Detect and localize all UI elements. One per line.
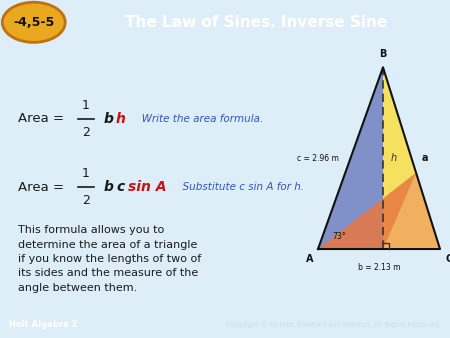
Text: This formula allows you to
determine the area of a triangle
if you know the leng: This formula allows you to determine the…: [18, 225, 201, 293]
Text: 2: 2: [82, 194, 90, 207]
Text: Area =: Area =: [18, 180, 68, 194]
Text: c = 2.96 m: c = 2.96 m: [297, 154, 338, 163]
Text: b: b: [104, 180, 114, 194]
Text: h: h: [116, 112, 126, 126]
Text: 1: 1: [82, 167, 90, 180]
Text: 2: 2: [82, 126, 90, 139]
Text: Copyright © by Holt, Rinehart and Winston. All Rights Reserved.: Copyright © by Holt, Rinehart and Winsto…: [226, 321, 441, 328]
Text: Holt Algebra 2: Holt Algebra 2: [9, 320, 77, 329]
Polygon shape: [318, 173, 416, 249]
Text: Write the area formula.: Write the area formula.: [132, 114, 263, 124]
Text: A: A: [306, 254, 313, 264]
Text: Area =: Area =: [18, 113, 68, 125]
Polygon shape: [383, 173, 440, 249]
Text: h: h: [391, 153, 397, 163]
Text: 1: 1: [82, 99, 90, 112]
Text: b = 2.13 m: b = 2.13 m: [358, 264, 400, 272]
Text: sin A: sin A: [128, 180, 166, 194]
Text: b: b: [104, 112, 114, 126]
Polygon shape: [318, 67, 440, 249]
Text: -4,5-5: -4,5-5: [13, 16, 54, 29]
Text: c: c: [116, 180, 124, 194]
Text: C: C: [445, 254, 450, 264]
Text: B: B: [379, 49, 387, 59]
Text: Substitute c sin A for h.: Substitute c sin A for h.: [176, 182, 304, 192]
Text: 73°: 73°: [332, 232, 346, 241]
Polygon shape: [383, 67, 416, 249]
Text: The Law of Sines. Inverse Sine: The Law of Sines. Inverse Sine: [126, 15, 387, 30]
Text: a: a: [422, 153, 428, 163]
Ellipse shape: [2, 2, 65, 42]
